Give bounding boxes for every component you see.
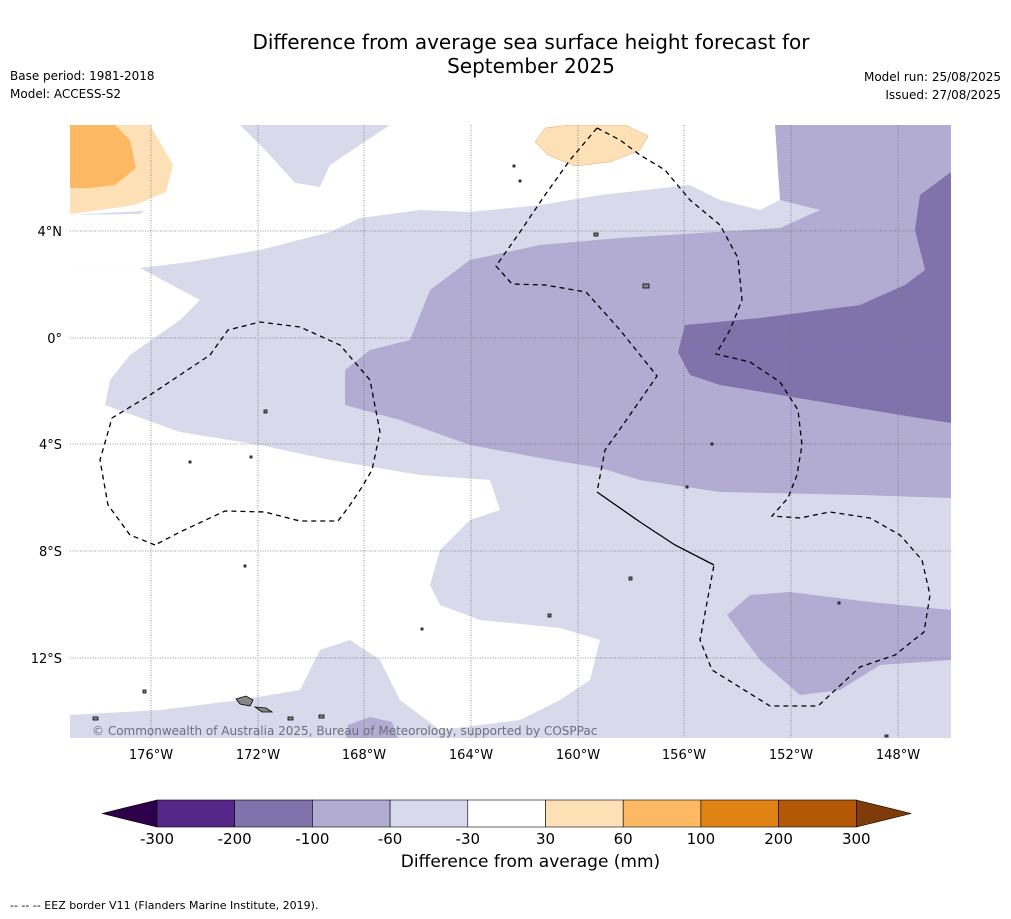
island — [249, 455, 253, 459]
colorbar: -300 -200 -100 -60 -30 30 60 100 200 300 — [101, 799, 912, 848]
colorbar-label: Difference from average (mm) — [400, 852, 661, 872]
model-name: Model: ACCESS-S2 — [10, 87, 122, 101]
eez-borders — [99, 127, 931, 707]
lon-label-148w: 148°W — [876, 748, 920, 763]
anomaly-region-medium-lavender-small — [346, 717, 398, 738]
anomaly-region-medium-lavender-south — [727, 592, 951, 695]
anomaly-region-dark-lavender — [678, 172, 951, 423]
map-title: Difference from average sea surface heig… — [200, 30, 862, 78]
lon-label-164w: 164°W — [449, 748, 493, 763]
lon-label-156w: 156°W — [662, 748, 706, 763]
lat-label-8s: 8°S — [39, 545, 62, 560]
colorbar-segment — [156, 799, 235, 828]
colorbar-segment — [700, 799, 779, 828]
lat-label-0: 0° — [47, 332, 62, 347]
island — [642, 283, 650, 289]
lat-label-4n: 4°N — [38, 225, 63, 240]
maritime-boundary-solid — [596, 491, 715, 566]
anomaly-region-orange-west — [70, 125, 136, 188]
colorbar-segment — [312, 799, 391, 828]
anomaly-region-white-west — [70, 268, 600, 730]
colorbar-segment — [234, 799, 313, 828]
island — [318, 714, 325, 719]
lon-label-176w: 176°W — [129, 748, 173, 763]
island — [710, 442, 714, 446]
island — [142, 689, 147, 694]
colorbar-extend-high — [855, 799, 912, 828]
lon-label-172w: 172°W — [236, 748, 280, 763]
islands — [92, 164, 889, 738]
base-period: Base period: 1981-2018 — [10, 69, 155, 83]
lat-label-12s: 12°S — [31, 652, 62, 667]
samoa-island-upolu — [253, 706, 274, 713]
colorbar-tick-label: 100 — [687, 830, 716, 848]
colorbar-segment — [389, 799, 469, 828]
island — [837, 601, 841, 605]
colorbar-tick-label: -200 — [218, 830, 252, 848]
title-line-2: September 2025 — [447, 54, 615, 78]
colorbar-tick-label: 60 — [614, 830, 633, 848]
island — [92, 716, 99, 721]
island — [420, 627, 424, 631]
issued-date: Issued: 27/08/2025 — [885, 88, 1001, 102]
colorbar-tick-label: 30 — [536, 830, 555, 848]
run-info-left: Base period: 1981-2018 Model: ACCESS-S2 — [10, 67, 155, 103]
map-copyright: © Commonwealth of Australia 2025, Bureau… — [92, 724, 597, 738]
lon-label-168w: 168°W — [342, 748, 386, 763]
island — [188, 460, 192, 464]
anomaly-region-light-lavender-north — [240, 125, 390, 187]
latitude-labels: 4°N 0° 4°S 8°S 12°S — [31, 225, 62, 667]
run-info-right: Model run: 25/08/2025 Issued: 27/08/2025 — [864, 68, 1001, 104]
island — [593, 232, 599, 237]
map-plot-area: © Commonwealth of Australia 2025, Bureau… — [70, 125, 951, 738]
anomaly-region-medium-lavender — [345, 125, 951, 498]
colorbar-segment — [778, 799, 857, 828]
eez-border-kiribati-phoenix — [596, 127, 931, 707]
colorbar-segment — [545, 799, 624, 828]
island — [685, 485, 689, 489]
colorbar-tick-label: -300 — [140, 830, 174, 848]
colorbar-tick-label: -100 — [295, 830, 329, 848]
colorbar-tick-label: -30 — [456, 830, 481, 848]
lat-label-4s: 4°S — [39, 438, 62, 453]
lon-label-160w: 160°W — [556, 748, 600, 763]
longitude-labels: 176°W 172°W 168°W 164°W 160°W 156°W 152°… — [129, 748, 920, 763]
anomaly-region-light-orange-north — [534, 125, 649, 167]
island — [628, 576, 633, 581]
colorbar-segment — [622, 799, 702, 828]
eez-border-tokelau — [99, 321, 381, 546]
eez-border-note: -- -- -- EEZ border V11 (Flanders Marine… — [10, 899, 319, 912]
eez-border-kiribati-north — [495, 127, 658, 493]
graticule — [70, 125, 951, 738]
colorbar-tick-label: 200 — [764, 830, 793, 848]
lon-label-152w: 152°W — [769, 748, 813, 763]
colorbar-segment — [467, 799, 546, 828]
island — [884, 734, 889, 738]
island — [263, 409, 268, 414]
colorbar-tick-label: 300 — [842, 830, 871, 848]
island — [243, 564, 247, 568]
colorbar-extend-low — [101, 799, 158, 828]
island — [287, 716, 294, 721]
title-line-1: Difference from average sea surface heig… — [252, 30, 810, 54]
island — [518, 179, 522, 183]
model-run-date: Model run: 25/08/2025 — [863, 70, 1001, 84]
colorbar-tick-label: -60 — [378, 830, 403, 848]
island — [547, 613, 552, 618]
island — [512, 164, 516, 168]
samoa-island-savaii — [235, 695, 254, 707]
